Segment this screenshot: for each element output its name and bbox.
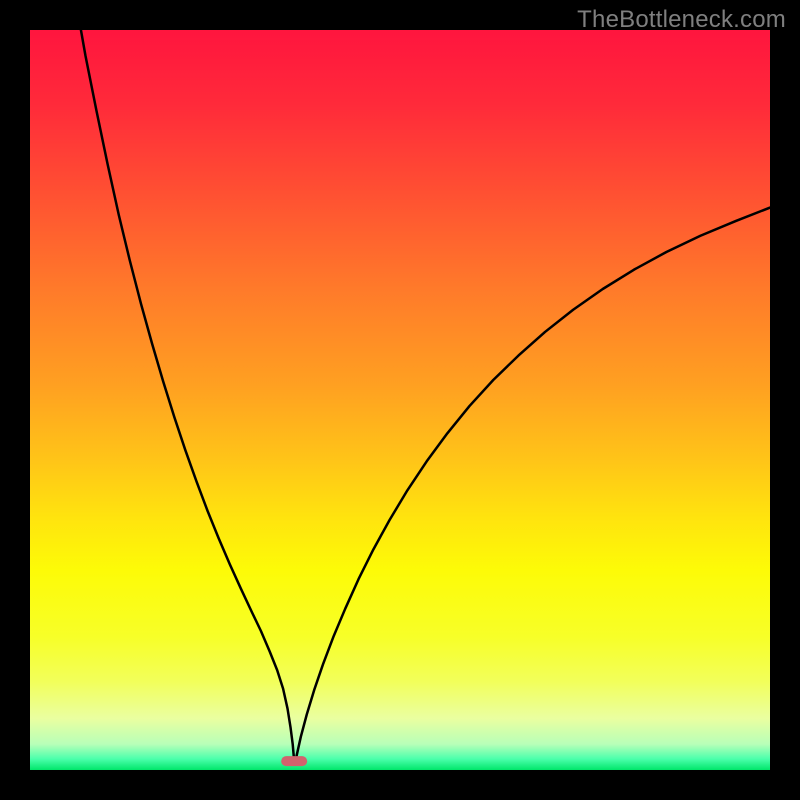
plot-area (30, 30, 770, 770)
chart-frame: TheBottleneck.com (0, 0, 800, 800)
chart-svg (30, 30, 770, 770)
min-marker (281, 756, 307, 766)
gradient-background (30, 30, 770, 770)
